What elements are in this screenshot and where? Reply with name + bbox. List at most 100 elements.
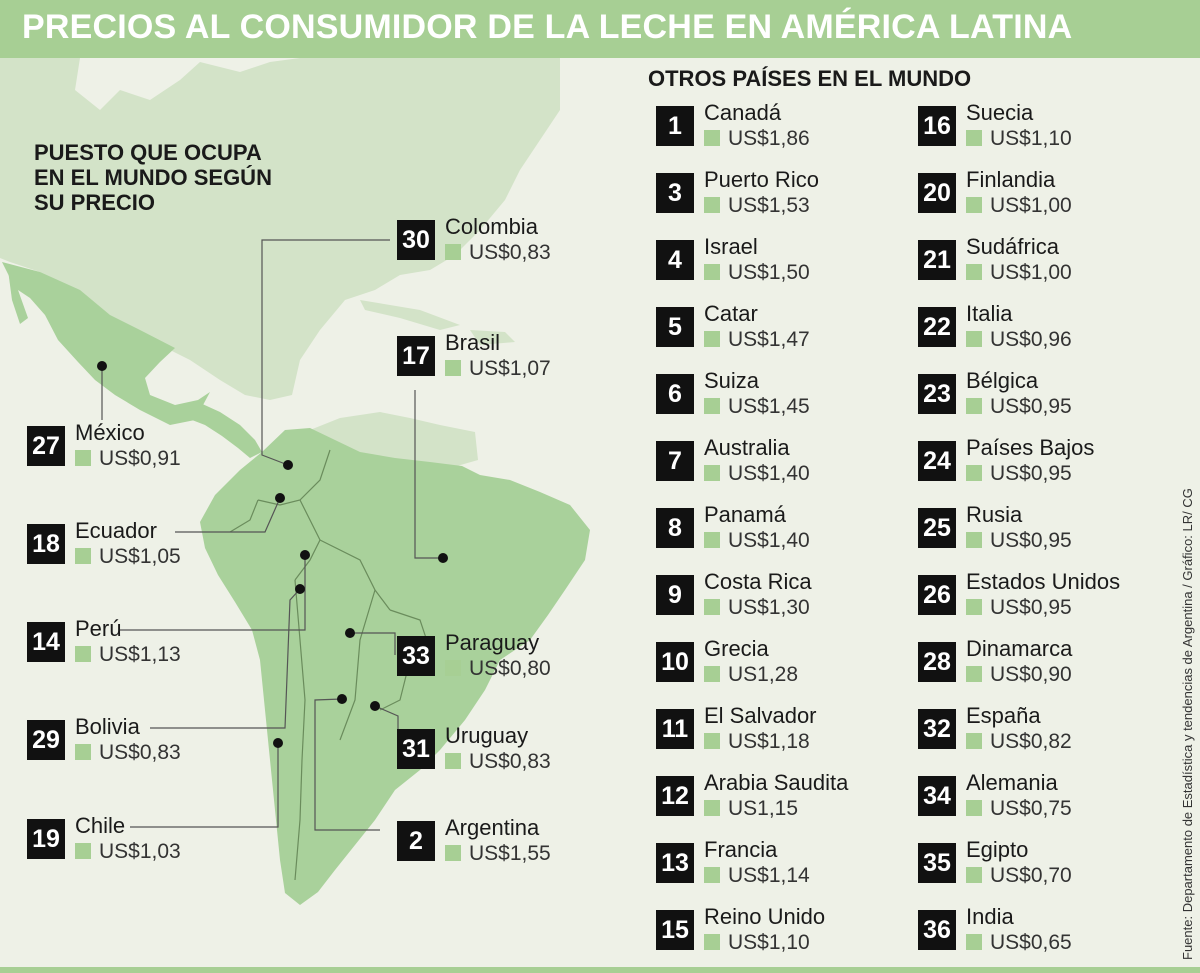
leader-peru bbox=[120, 555, 306, 631]
rank-badge: 12 bbox=[656, 776, 694, 816]
price-value: US$1,55 bbox=[469, 842, 551, 865]
country-borders bbox=[229, 449, 431, 881]
price-value: US$1,07 bbox=[469, 357, 551, 380]
rank-badge: 1 bbox=[656, 106, 694, 146]
price-row: US$1,45 bbox=[704, 394, 810, 420]
price-row: US$1,10 bbox=[966, 126, 1072, 152]
bottom-rule bbox=[0, 967, 1200, 973]
price-row: US$0,83 bbox=[445, 240, 551, 266]
price-value: US$1,00 bbox=[990, 194, 1072, 217]
price-swatch bbox=[445, 845, 461, 861]
price-row: US$0,96 bbox=[966, 327, 1072, 353]
country-name: India bbox=[966, 904, 1014, 929]
location-dots bbox=[97, 361, 448, 748]
price-swatch bbox=[966, 800, 982, 816]
rank-badge: 36 bbox=[918, 910, 956, 950]
price-row: US$1,30 bbox=[704, 595, 810, 621]
country-name: Colombia bbox=[445, 214, 538, 239]
leader-colombia bbox=[261, 239, 390, 466]
price-value: US$1,47 bbox=[728, 328, 810, 351]
rank-badge: 21 bbox=[918, 240, 956, 280]
country-name: Uruguay bbox=[445, 723, 529, 748]
price-swatch bbox=[704, 867, 720, 883]
leader-argentina bbox=[314, 698, 380, 831]
baja-california bbox=[8, 270, 28, 324]
price-swatch bbox=[966, 733, 982, 749]
country-name: Sudáfrica bbox=[966, 234, 1059, 259]
country-name: Chile bbox=[75, 813, 126, 838]
rank-badge: 3 bbox=[656, 173, 694, 213]
price-swatch bbox=[445, 244, 461, 260]
latin-america-map bbox=[0, 58, 590, 905]
price-swatch bbox=[704, 934, 720, 950]
price-row: US$1,40 bbox=[704, 528, 810, 554]
page-title: PRECIOS AL CONSUMIDOR DE LA LECHE EN AMÉ… bbox=[22, 8, 1073, 46]
country-name: Reino Unido bbox=[704, 904, 826, 929]
price-row: US$1,18 bbox=[704, 729, 810, 755]
price-row: US$1,47 bbox=[704, 327, 810, 353]
price-row: US1,28 bbox=[704, 662, 798, 688]
price-row: US$1,03 bbox=[75, 839, 181, 865]
price-row: US$1,00 bbox=[966, 193, 1072, 219]
price-row: US$0,90 bbox=[966, 662, 1072, 688]
price-swatch bbox=[966, 867, 982, 883]
country-name: Catar bbox=[704, 301, 758, 326]
dot-colombia bbox=[283, 460, 293, 470]
country-name: Países Bajos bbox=[966, 435, 1095, 460]
rank-badge: 34 bbox=[918, 776, 956, 816]
price-value: US$0,75 bbox=[990, 797, 1072, 820]
country-name: Costa Rica bbox=[704, 569, 812, 594]
price-value: US$0,80 bbox=[469, 657, 551, 680]
country-name: Francia bbox=[704, 837, 778, 862]
price-row: US$0,83 bbox=[445, 749, 551, 775]
price-swatch bbox=[704, 331, 720, 347]
price-swatch bbox=[75, 548, 91, 564]
country-name: Australia bbox=[704, 435, 790, 460]
leader-brasil bbox=[414, 390, 443, 559]
price-row: US$1,00 bbox=[966, 260, 1072, 286]
price-value: US$0,83 bbox=[99, 741, 181, 764]
country-name: Suiza bbox=[704, 368, 760, 393]
country-name: Grecia bbox=[704, 636, 769, 661]
price-value: US$0,95 bbox=[990, 462, 1072, 485]
price-swatch bbox=[966, 264, 982, 280]
price-value: US$0,83 bbox=[469, 241, 551, 264]
leader-bolivia bbox=[150, 588, 301, 729]
rank-badge: 25 bbox=[918, 508, 956, 548]
country-name: Puerto Rico bbox=[704, 167, 819, 192]
rank-badge: 16 bbox=[918, 106, 956, 146]
country-name: España bbox=[966, 703, 1041, 728]
price-row: US$0,82 bbox=[966, 729, 1072, 755]
price-row: US$0,91 bbox=[75, 446, 181, 472]
price-value: US$0,82 bbox=[990, 730, 1072, 753]
price-swatch bbox=[445, 753, 461, 769]
south-america-landmass bbox=[200, 428, 590, 905]
price-value: US$0,95 bbox=[990, 596, 1072, 619]
title-bar: PRECIOS AL CONSUMIDOR DE LA LECHE EN AMÉ… bbox=[0, 0, 1200, 58]
price-swatch bbox=[966, 398, 982, 414]
country-name: Brasil bbox=[445, 330, 501, 355]
price-swatch bbox=[966, 197, 982, 213]
price-row: US$1,86 bbox=[704, 126, 810, 152]
cuba-island bbox=[360, 300, 460, 330]
leader-ecuador bbox=[175, 497, 281, 533]
dot-ecuador bbox=[275, 493, 285, 503]
country-name: Rusia bbox=[966, 502, 1023, 527]
price-row: US$0,65 bbox=[966, 930, 1072, 956]
price-value: US$0,91 bbox=[99, 447, 181, 470]
price-swatch bbox=[704, 465, 720, 481]
rank-badge: 29 bbox=[27, 720, 65, 760]
price-swatch bbox=[75, 843, 91, 859]
country-name: Italia bbox=[966, 301, 1013, 326]
price-value: US$1,03 bbox=[99, 840, 181, 863]
price-value: US1,15 bbox=[728, 797, 799, 820]
rank-badge: 19 bbox=[27, 819, 65, 859]
price-value: US$0,83 bbox=[469, 750, 551, 773]
price-row: US$1,07 bbox=[445, 356, 551, 382]
price-row: US$0,95 bbox=[966, 528, 1072, 554]
price-value: US$1,13 bbox=[99, 643, 181, 666]
country-name: Estados Unidos bbox=[966, 569, 1121, 594]
mexico-landmass bbox=[2, 262, 210, 425]
price-swatch bbox=[75, 744, 91, 760]
price-swatch bbox=[445, 660, 461, 676]
